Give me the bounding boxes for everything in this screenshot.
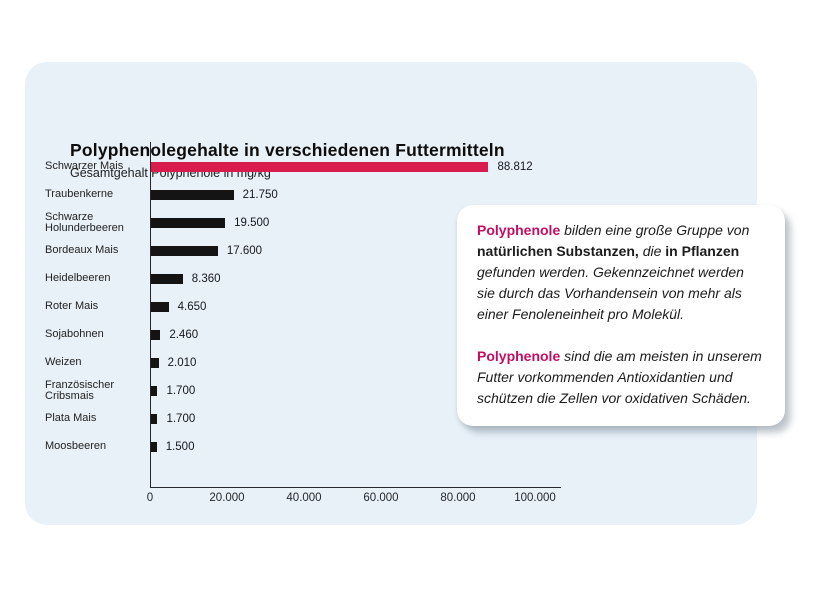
chart-rows: Schwarzer Mais 88.812 Traubenkerne 21.750 Sc… xyxy=(45,142,570,487)
text-segment: die xyxy=(638,243,666,259)
category-label: Roter Mais xyxy=(45,300,99,313)
chart-row: Französischer Cribsmais 1.700 xyxy=(45,377,570,405)
chart-row: Roter Mais 4.650 xyxy=(45,293,570,321)
chart-row: Heidelbeeren 8.360 xyxy=(45,265,570,293)
value-label: 4.650 xyxy=(177,301,207,313)
category-label: Weizen xyxy=(45,356,82,369)
chart-row: Schwarze Holunderbeeren 19.500 xyxy=(45,209,570,237)
bar-track: 1.700 xyxy=(150,405,570,433)
chart-row: Weizen 2.010 xyxy=(45,349,570,377)
x-tick-label: 100.000 xyxy=(514,492,556,504)
x-tick-label: 80.000 xyxy=(440,492,476,504)
bar-track: 2.460 xyxy=(150,321,570,349)
text-segment: bilden eine große Gruppe von xyxy=(560,222,750,238)
text-segment: natürlichen Substanzen, xyxy=(477,243,639,259)
bar-track: 17.600 xyxy=(150,237,570,265)
info-paragraph: Polyphenole bilden eine große Gruppe von… xyxy=(477,220,765,325)
info-card-content: Polyphenole bilden eine große Gruppe von… xyxy=(477,220,765,409)
chart-row: Schwarzer Mais 88.812 xyxy=(45,153,570,181)
text-segment: gefunden werden. Gekennzeichnet werden s… xyxy=(477,264,744,322)
category-label: Französischer Cribsmais xyxy=(45,378,115,402)
x-tick-label: 20.000 xyxy=(209,492,245,504)
category-label: Plata Mais xyxy=(45,412,97,425)
chart-row: Bordeaux Mais 17.600 xyxy=(45,237,570,265)
value-label: 2.460 xyxy=(169,329,199,341)
chart-row: Moosbeeren 1.500 xyxy=(45,433,570,461)
chart-spacer xyxy=(45,461,570,487)
bar xyxy=(151,330,161,340)
chart-row: Traubenkerne 21.750 xyxy=(45,181,570,209)
chart-row: Plata Mais 1.700 xyxy=(45,405,570,433)
category-label: Schwarze Holunderbeeren xyxy=(45,210,124,234)
text-segment: in Pflanzen xyxy=(665,243,740,259)
value-label: 1.700 xyxy=(166,385,196,397)
bar xyxy=(151,218,226,228)
x-tick-label: 60.000 xyxy=(363,492,399,504)
y-axis-line xyxy=(150,142,570,153)
bar-track: 88.812 xyxy=(150,153,570,181)
chart-title: Polyphenolegehalte in verschiedenen Futt… xyxy=(70,140,505,160)
bar xyxy=(151,358,159,368)
value-label: 1.700 xyxy=(166,413,196,425)
x-axis-line xyxy=(150,487,561,488)
y-axis-line xyxy=(150,461,570,487)
value-label: 21.750 xyxy=(242,189,278,201)
value-label: 1.500 xyxy=(165,441,195,453)
bar-track: 1.500 xyxy=(150,433,570,461)
category-label: Moosbeeren xyxy=(45,440,107,453)
category-label: Traubenkerne xyxy=(45,188,114,201)
bar xyxy=(151,162,489,172)
bar xyxy=(151,414,158,424)
x-tick-label: 40.000 xyxy=(286,492,322,504)
value-label: 2.010 xyxy=(167,357,197,369)
bar xyxy=(151,274,183,284)
x-tick-label: 0 xyxy=(146,492,154,504)
highlight-term: Polyphenole xyxy=(477,348,561,364)
bar-track: 2.010 xyxy=(150,349,570,377)
bar xyxy=(151,302,169,312)
bar-track: 4.650 xyxy=(150,293,570,321)
bar xyxy=(151,386,158,396)
chart-row: Sojabohnen 2.460 xyxy=(45,321,570,349)
category-label: Bordeaux Mais xyxy=(45,244,119,257)
x-axis-tick-labels: 0 20.000 40.000 60.000 80.000 100.000 xyxy=(146,488,570,506)
value-label: 17.600 xyxy=(226,245,263,257)
chart-spacer xyxy=(45,142,570,153)
bar xyxy=(151,442,157,452)
bar xyxy=(151,190,234,200)
bar-track: 19.500 xyxy=(150,209,570,237)
bar-track: 8.360 xyxy=(150,265,570,293)
bar-chart: Schwarzer Mais 88.812 Traubenkerne 21.750 Sc… xyxy=(45,142,570,506)
bar-track: 1.700 xyxy=(150,377,570,405)
category-label: Heidelbeeren xyxy=(45,272,111,285)
text-segment: sind die am meisten in unserem Futter vo… xyxy=(477,348,762,406)
value-label: 88.812 xyxy=(497,161,533,173)
highlight-term: Polyphenole xyxy=(477,222,561,238)
bar xyxy=(151,246,218,256)
category-label: Schwarzer Mais xyxy=(45,160,124,173)
info-paragraph: Polyphenole sind die am meisten in unser… xyxy=(477,346,765,409)
value-label: 8.360 xyxy=(191,273,221,285)
bar-track: 21.750 xyxy=(150,181,570,209)
value-label: 19.500 xyxy=(234,217,270,229)
category-label: Sojabohnen xyxy=(45,328,104,341)
info-card: Polyphenole bilden eine große Gruppe von… xyxy=(457,205,785,426)
